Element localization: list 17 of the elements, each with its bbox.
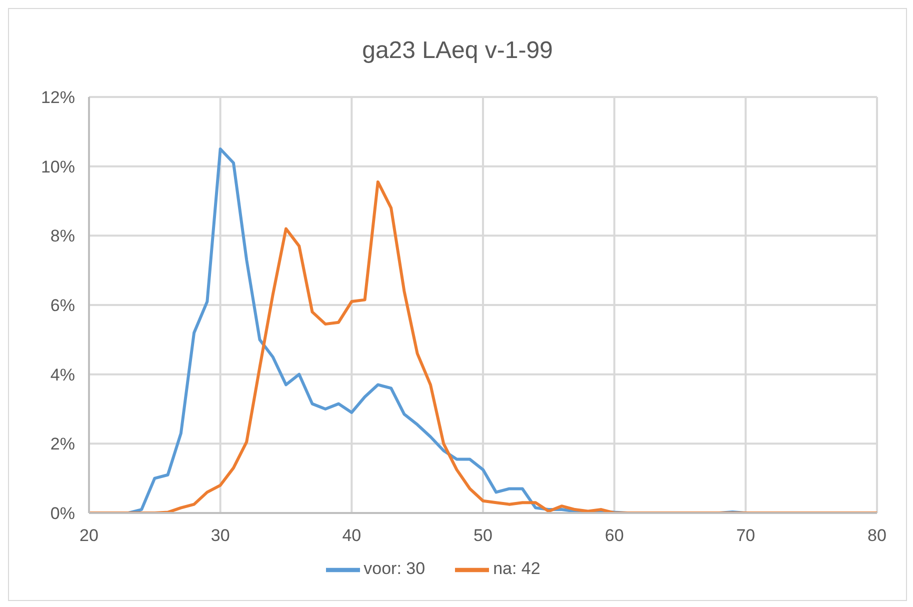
x-tick-label: 30 [210, 526, 230, 546]
y-tick-label: 6% [50, 296, 75, 316]
x-tick-label: 50 [474, 526, 492, 546]
y-tick-label: 0% [50, 504, 75, 524]
x-tick-label: 60 [604, 526, 624, 546]
x-tick-label: 20 [80, 526, 98, 546]
chart-title: ga23 LAeq v-1-99 [361, 36, 554, 66]
x-tick-label: 70 [736, 526, 756, 546]
legend-label: voor: 30 [364, 559, 426, 578]
y-tick-label: 8% [50, 226, 75, 246]
x-tick-label: 80 [868, 526, 886, 546]
y-tick-label: 12% [40, 88, 75, 108]
y-tick-label: 2% [50, 434, 75, 454]
x-tick-label: 40 [342, 526, 362, 546]
legend-label: na: 42 [493, 559, 540, 578]
y-tick-label: 10% [40, 157, 75, 176]
y-tick-label: 4% [50, 365, 75, 384]
